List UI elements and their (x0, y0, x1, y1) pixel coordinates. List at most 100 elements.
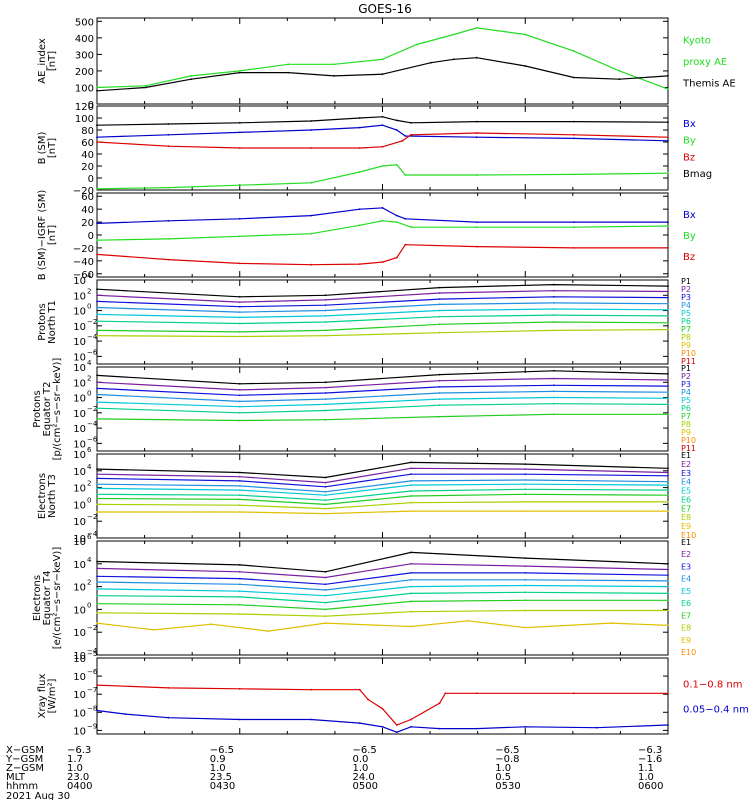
data-point (552, 314, 555, 316)
data-point (552, 283, 555, 286)
data-point (667, 510, 669, 512)
data-point (324, 403, 327, 406)
panel-frame (96, 657, 669, 735)
data-point (410, 562, 412, 565)
data-point (381, 124, 384, 127)
data-point (96, 622, 98, 624)
data-point (552, 413, 555, 416)
data-point (238, 331, 241, 333)
data-point (410, 572, 412, 574)
data-point (667, 391, 669, 394)
ephemeris-row-label: Y−GSM (5, 754, 43, 765)
data-point (381, 165, 384, 167)
y-tick-label: 10 (73, 337, 86, 348)
data-point (96, 407, 98, 410)
data-point (524, 565, 527, 567)
y-axis-label: AE_index (37, 38, 48, 84)
data-point (238, 295, 241, 298)
data-point (96, 313, 98, 316)
data-point (467, 619, 469, 622)
legend-entry: P5 (681, 309, 691, 318)
data-point (667, 562, 669, 565)
series-line-themisae (96, 57, 669, 92)
data-point (395, 724, 398, 726)
data-point (475, 174, 478, 176)
data-point (524, 609, 527, 612)
y-axis-label: Xray flux (37, 674, 48, 719)
series-line-p3 (96, 296, 669, 308)
data-point (438, 702, 441, 705)
y-tick-label: 10 (73, 276, 86, 287)
series-line-e2 (96, 563, 669, 579)
y-tick-label: 10 (73, 654, 86, 665)
ephemeris-value: 23.0 (67, 772, 89, 783)
legend-entry: Bz (683, 252, 695, 263)
y-tick-label: 10 (73, 394, 86, 405)
y-tick-exponent: −2 (87, 405, 97, 413)
legend-entry: E10 (681, 648, 696, 657)
data-point (324, 398, 327, 400)
ephemeris-value: 0430 (210, 781, 235, 792)
data-point (358, 147, 361, 149)
data-point (238, 596, 241, 598)
data-point (410, 551, 412, 554)
y-tick-label: 10 (73, 708, 86, 719)
data-point (167, 687, 170, 689)
data-point (310, 232, 312, 235)
legend-entry: P11 (681, 357, 696, 366)
data-point (524, 510, 527, 512)
data-point (358, 117, 361, 119)
y-tick-exponent: 2 (87, 480, 91, 488)
ephemeris-footer: X−GSMY−GSMZ−GSMMLThhmm−6.31.71.023.00400… (5, 745, 663, 800)
y-tick-label: 80 (81, 126, 94, 137)
data-point (475, 221, 478, 224)
data-point (381, 73, 384, 76)
panel-ae: 0 100 200 300 400 500 AE_index [nT] Kyoto proxy A… (37, 17, 736, 111)
data-point (238, 400, 241, 403)
y-tick-exponent: 0 (87, 601, 91, 609)
ephemeris-value: 0.5 (495, 772, 511, 783)
series-line-e2 (96, 467, 669, 484)
panel-frame (96, 540, 669, 656)
data-point (96, 575, 98, 578)
y-tick-exponent: −5 (87, 650, 97, 658)
data-point (410, 501, 412, 504)
data-point (358, 263, 361, 265)
data-point (572, 221, 575, 224)
data-point (324, 583, 327, 586)
data-point (410, 610, 412, 613)
legend-entry: P10 (681, 436, 696, 445)
data-point (667, 484, 669, 486)
data-point (667, 599, 669, 602)
panel-bigrf: −60 −40 −20 0 20 40 60 B (SM)−IGRF (SM) [nT] Bx By… (37, 190, 696, 281)
panel-frame (96, 192, 669, 278)
data-point (552, 402, 555, 405)
ephemeris-value: 0.9 (210, 754, 226, 765)
data-point (453, 33, 455, 36)
data-point (96, 124, 98, 127)
data-point (524, 479, 527, 481)
data-point (410, 625, 412, 628)
data-point (190, 75, 193, 77)
legend-entry: E7 (681, 611, 691, 620)
y-tick-exponent: −7 (87, 686, 97, 694)
data-point (210, 623, 213, 626)
data-point (310, 181, 312, 184)
y-tick-exponent: −4 (87, 530, 98, 538)
ephemeris-value: 0530 (495, 781, 520, 792)
data-point (96, 393, 98, 396)
data-point (475, 136, 478, 139)
data-point (96, 381, 98, 384)
data-point (438, 404, 441, 407)
data-point (238, 305, 241, 308)
data-point (96, 300, 98, 303)
y-axis-label: Electrons (37, 473, 48, 519)
data-point (667, 385, 669, 387)
data-point (438, 415, 441, 418)
legend-entry: P7 (681, 325, 691, 334)
data-point (96, 89, 98, 92)
data-point (667, 480, 669, 483)
data-point (410, 725, 412, 728)
y-tick-label: 10 (73, 628, 86, 639)
y-tick-label: 10 (73, 409, 86, 420)
